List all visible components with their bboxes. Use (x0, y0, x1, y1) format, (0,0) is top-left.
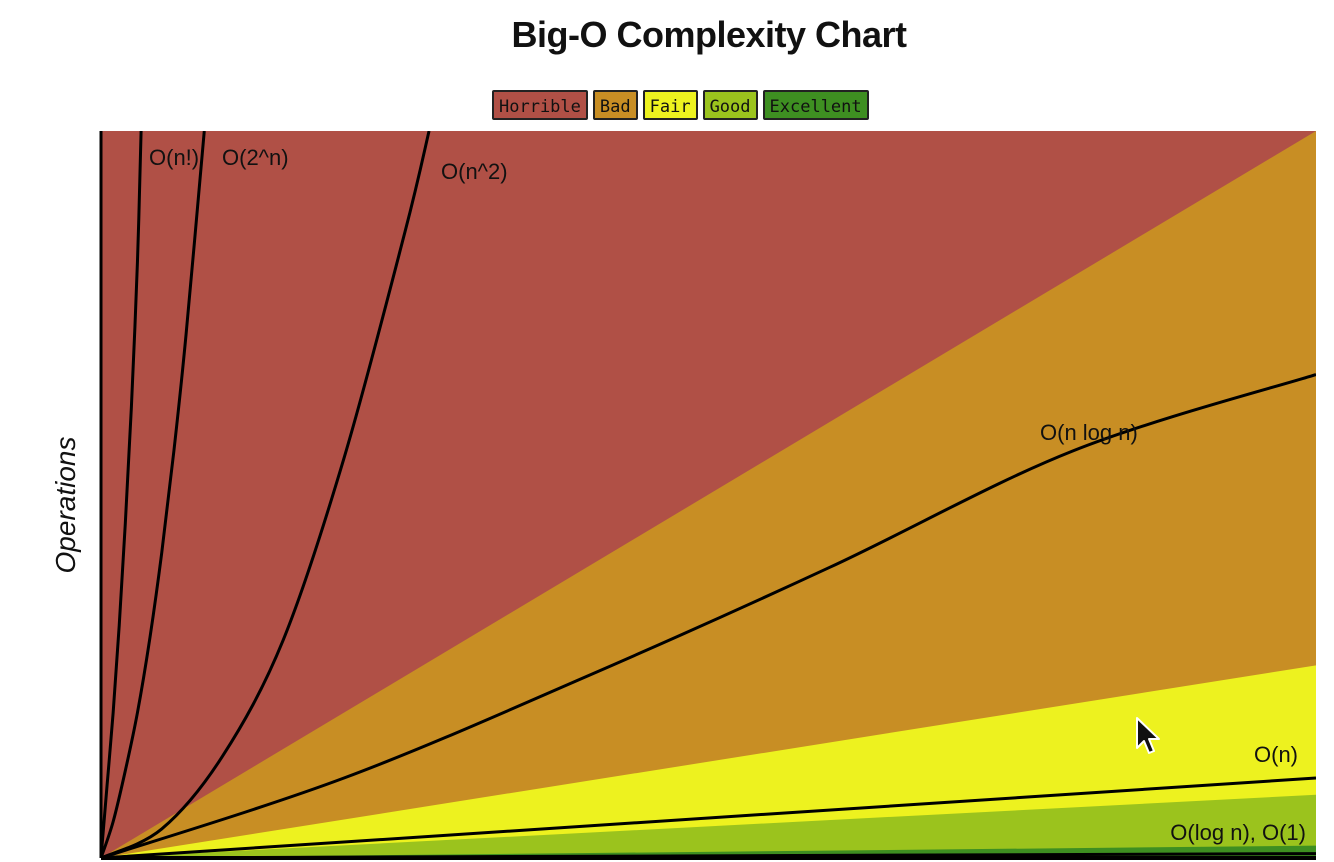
label-o-n-log-n: O(n log n) (1040, 420, 1138, 445)
line-o-n-factorial (101, 131, 143, 858)
label-o-2-pow-n: O(2^n) (222, 145, 289, 170)
mouse-cursor-icon (1136, 717, 1160, 754)
legend-item-bad: Bad (592, 90, 638, 120)
chart-title: Big-O Complexity Chart (511, 14, 907, 55)
chart-legend: Horrible Bad Fair Good Excellent (492, 90, 869, 120)
region-good (101, 794, 1316, 858)
line-o-n-log-n (101, 373, 1316, 858)
legend-item-fair: Fair (642, 90, 698, 120)
label-o-n: O(n) (1254, 742, 1298, 767)
label-o-log-n: O(log n), O(1) (1170, 820, 1306, 845)
line-o-2-pow-n (101, 131, 206, 858)
legend-item-good: Good (702, 90, 758, 120)
legend-item-excellent: Excellent (762, 90, 869, 120)
line-o-n-squared (101, 131, 431, 858)
label-o-n-factorial: O(n!) (149, 145, 199, 170)
line-o-n (101, 776, 1316, 858)
region-fair (101, 665, 1316, 858)
label-o-n-squared: O(n^2) (441, 159, 508, 184)
region-bad (101, 131, 1316, 858)
legend-item-horrible: Horrible (492, 90, 588, 120)
